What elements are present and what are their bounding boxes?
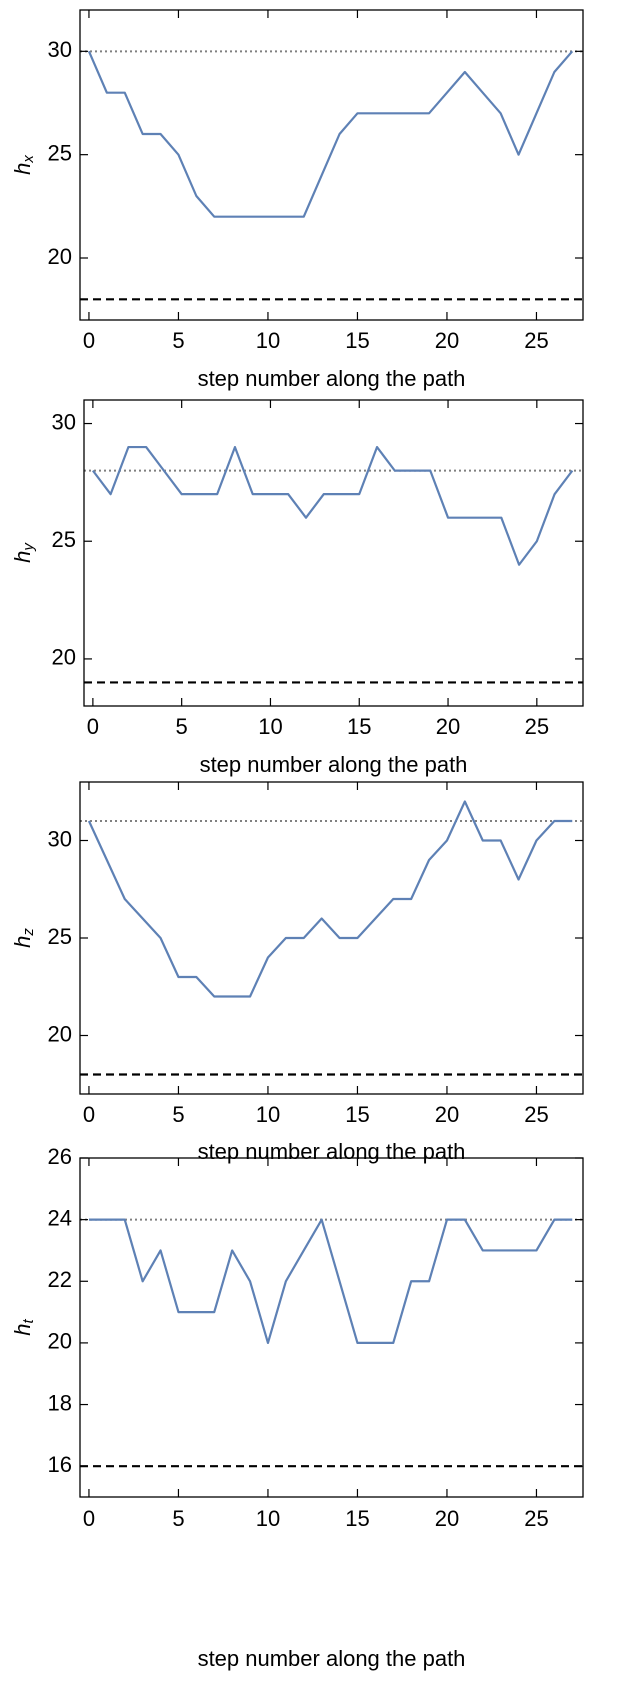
- y-axis-label: ht: [10, 1318, 37, 1335]
- panel: 0 5 10 15 20 25 20 25 30 step number along the pa…: [10, 399, 584, 777]
- x-tick-label: 10: [256, 1506, 280, 1531]
- y-tick-label: 25: [52, 527, 76, 552]
- x-tick-label: 10: [256, 328, 280, 353]
- x-tick-label: 25: [524, 328, 548, 353]
- x-tick-label: 15: [345, 1506, 369, 1531]
- x-tick-label: 20: [435, 328, 459, 353]
- x-tick-label: 5: [172, 1506, 184, 1531]
- y-axis-label-subscript: z: [20, 928, 37, 937]
- y-tick-label: 30: [48, 37, 72, 62]
- y-axis-label: hz: [10, 928, 37, 948]
- panel: 0 5 10 15 20 25 20 25 30 step number along the pa…: [10, 9, 584, 391]
- panel: 0 5 10 15 20 25 20 25 30 step number along the pa…: [10, 781, 584, 1164]
- y-axis-label-subscript: x: [20, 155, 37, 164]
- panel: 0 5 10 15 20 25 16 18 20 22 24 26 step number along …: [10, 1144, 584, 1671]
- x-tick-label: 5: [176, 714, 188, 739]
- y-tick-label: 24: [48, 1205, 72, 1230]
- data-line: [92, 445, 574, 566]
- y-tick-label: 20: [48, 1329, 72, 1354]
- data-line: [87, 50, 574, 218]
- x-tick-label: 25: [525, 714, 549, 739]
- y-axis-label-subscript: t: [20, 1318, 37, 1323]
- x-axis-label: step number along the path: [198, 1139, 466, 1164]
- data-line: [87, 800, 573, 998]
- y-tick-label: 30: [48, 826, 72, 851]
- y-axis-label-base: h: [10, 936, 35, 948]
- data-line: [88, 1218, 573, 1345]
- y-tick-label: 22: [48, 1267, 72, 1292]
- y-tick-label: 25: [48, 140, 72, 165]
- x-tick-label: 0: [83, 1102, 95, 1127]
- x-tick-label: 25: [524, 1506, 548, 1531]
- x-tick-label: 15: [345, 328, 369, 353]
- x-tick-label: 15: [345, 1102, 369, 1127]
- x-tick-label: 20: [436, 714, 460, 739]
- x-tick-label: 20: [435, 1506, 459, 1531]
- y-tick-label: 16: [48, 1452, 72, 1477]
- plot-frame: [79, 1157, 584, 1498]
- plot-frame: [79, 9, 584, 321]
- y-axis-label: hy: [10, 542, 37, 563]
- x-tick-label: 10: [256, 1102, 280, 1127]
- x-tick-label: 0: [83, 328, 95, 353]
- y-tick-label: 20: [52, 645, 76, 670]
- y-tick-label: 25: [48, 924, 72, 949]
- y-tick-label: 20: [48, 244, 72, 269]
- x-tick-label: 0: [83, 1506, 95, 1531]
- x-tick-label: 25: [524, 1102, 548, 1127]
- x-tick-label: 0: [87, 714, 99, 739]
- x-axis-label: step number along the path: [200, 752, 468, 777]
- y-axis-label-base: h: [10, 551, 35, 563]
- x-axis-label: step number along the path: [198, 1646, 466, 1671]
- x-tick-label: 10: [258, 714, 282, 739]
- y-axis-label-subscript: y: [20, 542, 37, 552]
- y-tick-label: 30: [52, 409, 76, 434]
- x-tick-label: 15: [347, 714, 371, 739]
- x-axis-label: step number along the path: [198, 366, 466, 391]
- plot-frame: [79, 781, 584, 1095]
- y-axis-label-base: h: [10, 1323, 35, 1335]
- x-tick-label: 5: [172, 1102, 184, 1127]
- y-tick-label: 20: [48, 1021, 72, 1046]
- y-axis-label-base: h: [10, 163, 35, 175]
- plot-frame: [83, 399, 584, 707]
- y-axis-label: hx: [10, 155, 37, 175]
- y-tick-label: 26: [48, 1144, 72, 1169]
- x-tick-label: 20: [435, 1102, 459, 1127]
- y-tick-label: 18: [48, 1390, 72, 1415]
- x-tick-label: 5: [172, 328, 184, 353]
